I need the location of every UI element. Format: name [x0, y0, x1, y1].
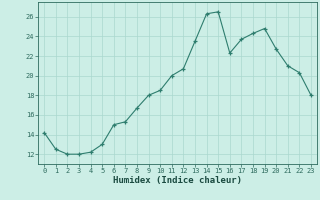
X-axis label: Humidex (Indice chaleur): Humidex (Indice chaleur)	[113, 176, 242, 185]
